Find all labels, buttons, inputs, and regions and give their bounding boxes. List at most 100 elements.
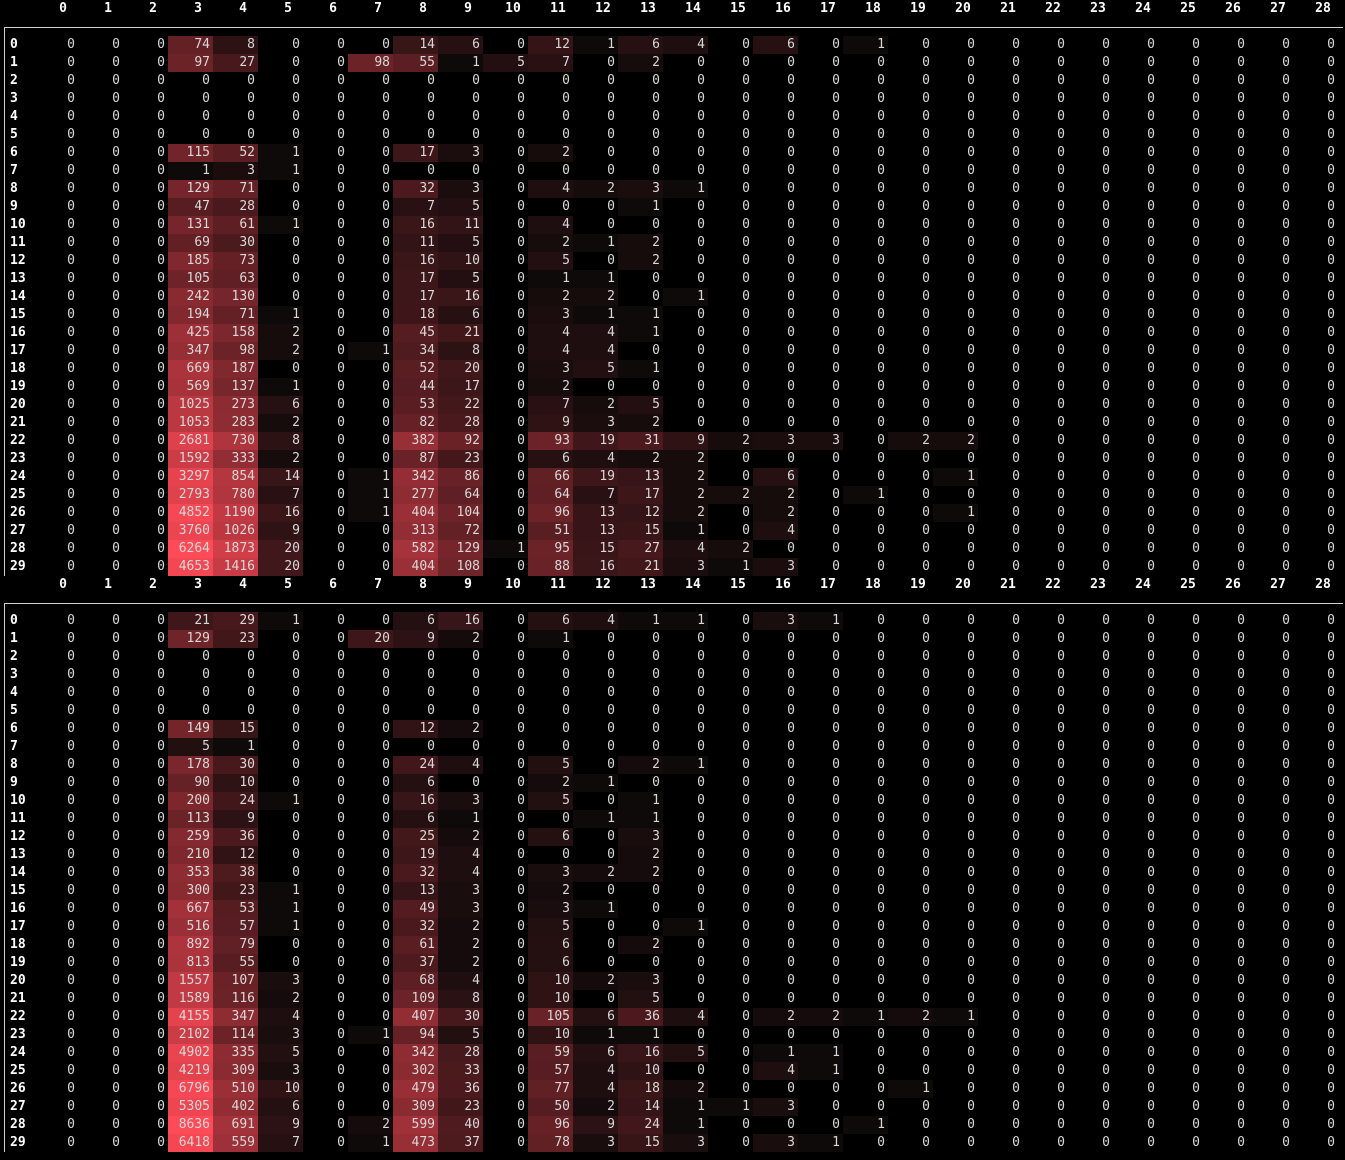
heatmap-cell: 813 bbox=[168, 954, 213, 972]
heatmap-cell: 0 bbox=[1102, 361, 1110, 376]
heatmap-cell: 0 bbox=[292, 73, 300, 88]
heatmap-cell: 0 bbox=[1192, 469, 1200, 484]
heatmap-cell: 0 bbox=[157, 451, 165, 466]
heatmap-cell: 0 bbox=[517, 487, 525, 502]
heatmap-cell: 0 bbox=[1102, 991, 1110, 1006]
heatmap-cell: 0 bbox=[967, 721, 975, 736]
heatmap-cell: 0 bbox=[697, 865, 705, 880]
heatmap-cell: 0 bbox=[1057, 1027, 1065, 1042]
heatmap-cell: 0 bbox=[832, 217, 840, 232]
heatmap-cell: 0 bbox=[742, 127, 750, 142]
heatmap-cell: 0 bbox=[427, 667, 435, 682]
heatmap-cell: 0 bbox=[1282, 1063, 1290, 1078]
heatmap-cell: 0 bbox=[112, 235, 120, 250]
row-header: 15 bbox=[10, 883, 26, 898]
heatmap-cell: 0 bbox=[517, 721, 525, 736]
heatmap-cell: 4 bbox=[438, 846, 483, 864]
heatmap-cell: 15 bbox=[573, 540, 618, 558]
heatmap-cell: 0 bbox=[787, 55, 795, 70]
heatmap-cell: 667 bbox=[168, 900, 213, 918]
heatmap-cell: 0 bbox=[1147, 919, 1155, 934]
heatmap-cell: 0 bbox=[1102, 1045, 1110, 1060]
heatmap-cell: 0 bbox=[1327, 775, 1335, 790]
heatmap-cell: 0 bbox=[697, 847, 705, 862]
heatmap-cell: 0 bbox=[877, 541, 885, 556]
heatmap-cell: 0 bbox=[427, 703, 435, 718]
row-header: 1 bbox=[10, 55, 18, 70]
heatmap-cell: 0 bbox=[832, 829, 840, 844]
heatmap-cell: 0 bbox=[112, 199, 120, 214]
heatmap-cell: 0 bbox=[382, 1009, 390, 1024]
heatmap-cell: 33 bbox=[438, 1062, 483, 1080]
heatmap-cell: 0 bbox=[1102, 163, 1110, 178]
row-header: 8 bbox=[10, 181, 18, 196]
heatmap-cell: 17 bbox=[618, 486, 663, 504]
heatmap-cell: 0 bbox=[1057, 433, 1065, 448]
heatmap-cell: 0 bbox=[1192, 811, 1200, 826]
heatmap-cell: 0 bbox=[1282, 271, 1290, 286]
row-header: 17 bbox=[10, 919, 26, 934]
heatmap-cell: 0 bbox=[787, 379, 795, 394]
heatmap-cell: 1873 bbox=[213, 540, 258, 558]
heatmap-cell: 0 bbox=[652, 379, 660, 394]
heatmap-cell: 86 bbox=[438, 468, 483, 486]
heatmap-cell: 0 bbox=[742, 793, 750, 808]
heatmap-cell: 1 bbox=[663, 612, 708, 630]
heatmap-cell: 0 bbox=[1237, 361, 1245, 376]
heatmap-cell: 0 bbox=[1012, 469, 1020, 484]
heatmap-cell: 0 bbox=[247, 685, 255, 700]
heatmap-cell: 0 bbox=[1012, 991, 1020, 1006]
heatmap-cell: 0 bbox=[967, 37, 975, 52]
heatmap-cell: 425 bbox=[168, 324, 213, 342]
row-header: 23 bbox=[10, 1027, 26, 1042]
heatmap-cell: 0 bbox=[157, 145, 165, 160]
heatmap-cell: 0 bbox=[67, 307, 75, 322]
heatmap-cell: 0 bbox=[517, 163, 525, 178]
heatmap-cell: 0 bbox=[112, 91, 120, 106]
heatmap-cell: 0 bbox=[517, 91, 525, 106]
heatmap-cell: 0 bbox=[1057, 91, 1065, 106]
heatmap-cell: 149 bbox=[168, 720, 213, 738]
heatmap-cell: 0 bbox=[247, 667, 255, 682]
heatmap-cell: 0 bbox=[832, 163, 840, 178]
heatmap-cell: 0 bbox=[832, 703, 840, 718]
heatmap-cell: 0 bbox=[112, 325, 120, 340]
heatmap-cell: 0 bbox=[1102, 721, 1110, 736]
column-header: 16 bbox=[775, 577, 791, 592]
heatmap-cell: 0 bbox=[832, 505, 840, 520]
heatmap-cell: 0 bbox=[1192, 73, 1200, 88]
heatmap-cell: 4653 bbox=[168, 558, 213, 576]
heatmap-cell: 0 bbox=[787, 199, 795, 214]
heatmap-cell: 0 bbox=[607, 883, 615, 898]
heatmap-cell: 0 bbox=[1102, 1135, 1110, 1150]
heatmap-cell: 2 bbox=[528, 288, 573, 306]
heatmap-cell: 1 bbox=[933, 468, 978, 486]
heatmap-cell: 407 bbox=[393, 1008, 438, 1026]
heatmap-cell: 23 bbox=[438, 450, 483, 468]
heatmap-cell: 0 bbox=[1012, 829, 1020, 844]
heatmap-cell: 23 bbox=[438, 1098, 483, 1116]
heatmap-cell: 0 bbox=[67, 667, 75, 682]
heatmap-cell: 0 bbox=[697, 127, 705, 142]
heatmap-cell: 2 bbox=[753, 1008, 798, 1026]
heatmap-cell: 0 bbox=[877, 91, 885, 106]
heatmap-cell: 0 bbox=[967, 541, 975, 556]
heatmap-cell: 0 bbox=[337, 613, 345, 628]
heatmap-cell: 0 bbox=[337, 361, 345, 376]
heatmap-cell: 0 bbox=[1192, 415, 1200, 430]
heatmap-cell: 4 bbox=[528, 216, 573, 234]
heatmap-cell: 0 bbox=[697, 775, 705, 790]
heatmap-cell: 0 bbox=[1327, 937, 1335, 952]
heatmap-cell: 1 bbox=[663, 288, 708, 306]
heatmap-cell: 0 bbox=[697, 1027, 705, 1042]
heatmap-cell: 0 bbox=[967, 739, 975, 754]
header-divider bbox=[4, 27, 1343, 28]
heatmap-cell: 0 bbox=[517, 325, 525, 340]
heatmap-cell: 0 bbox=[292, 811, 300, 826]
heatmap-cell: 0 bbox=[1102, 397, 1110, 412]
heatmap-cell: 0 bbox=[877, 1027, 885, 1042]
heatmap-cell: 3 bbox=[438, 882, 483, 900]
heatmap-cell: 21 bbox=[618, 558, 663, 576]
heatmap-cell: 0 bbox=[1192, 1027, 1200, 1042]
heatmap-cell: 0 bbox=[967, 253, 975, 268]
